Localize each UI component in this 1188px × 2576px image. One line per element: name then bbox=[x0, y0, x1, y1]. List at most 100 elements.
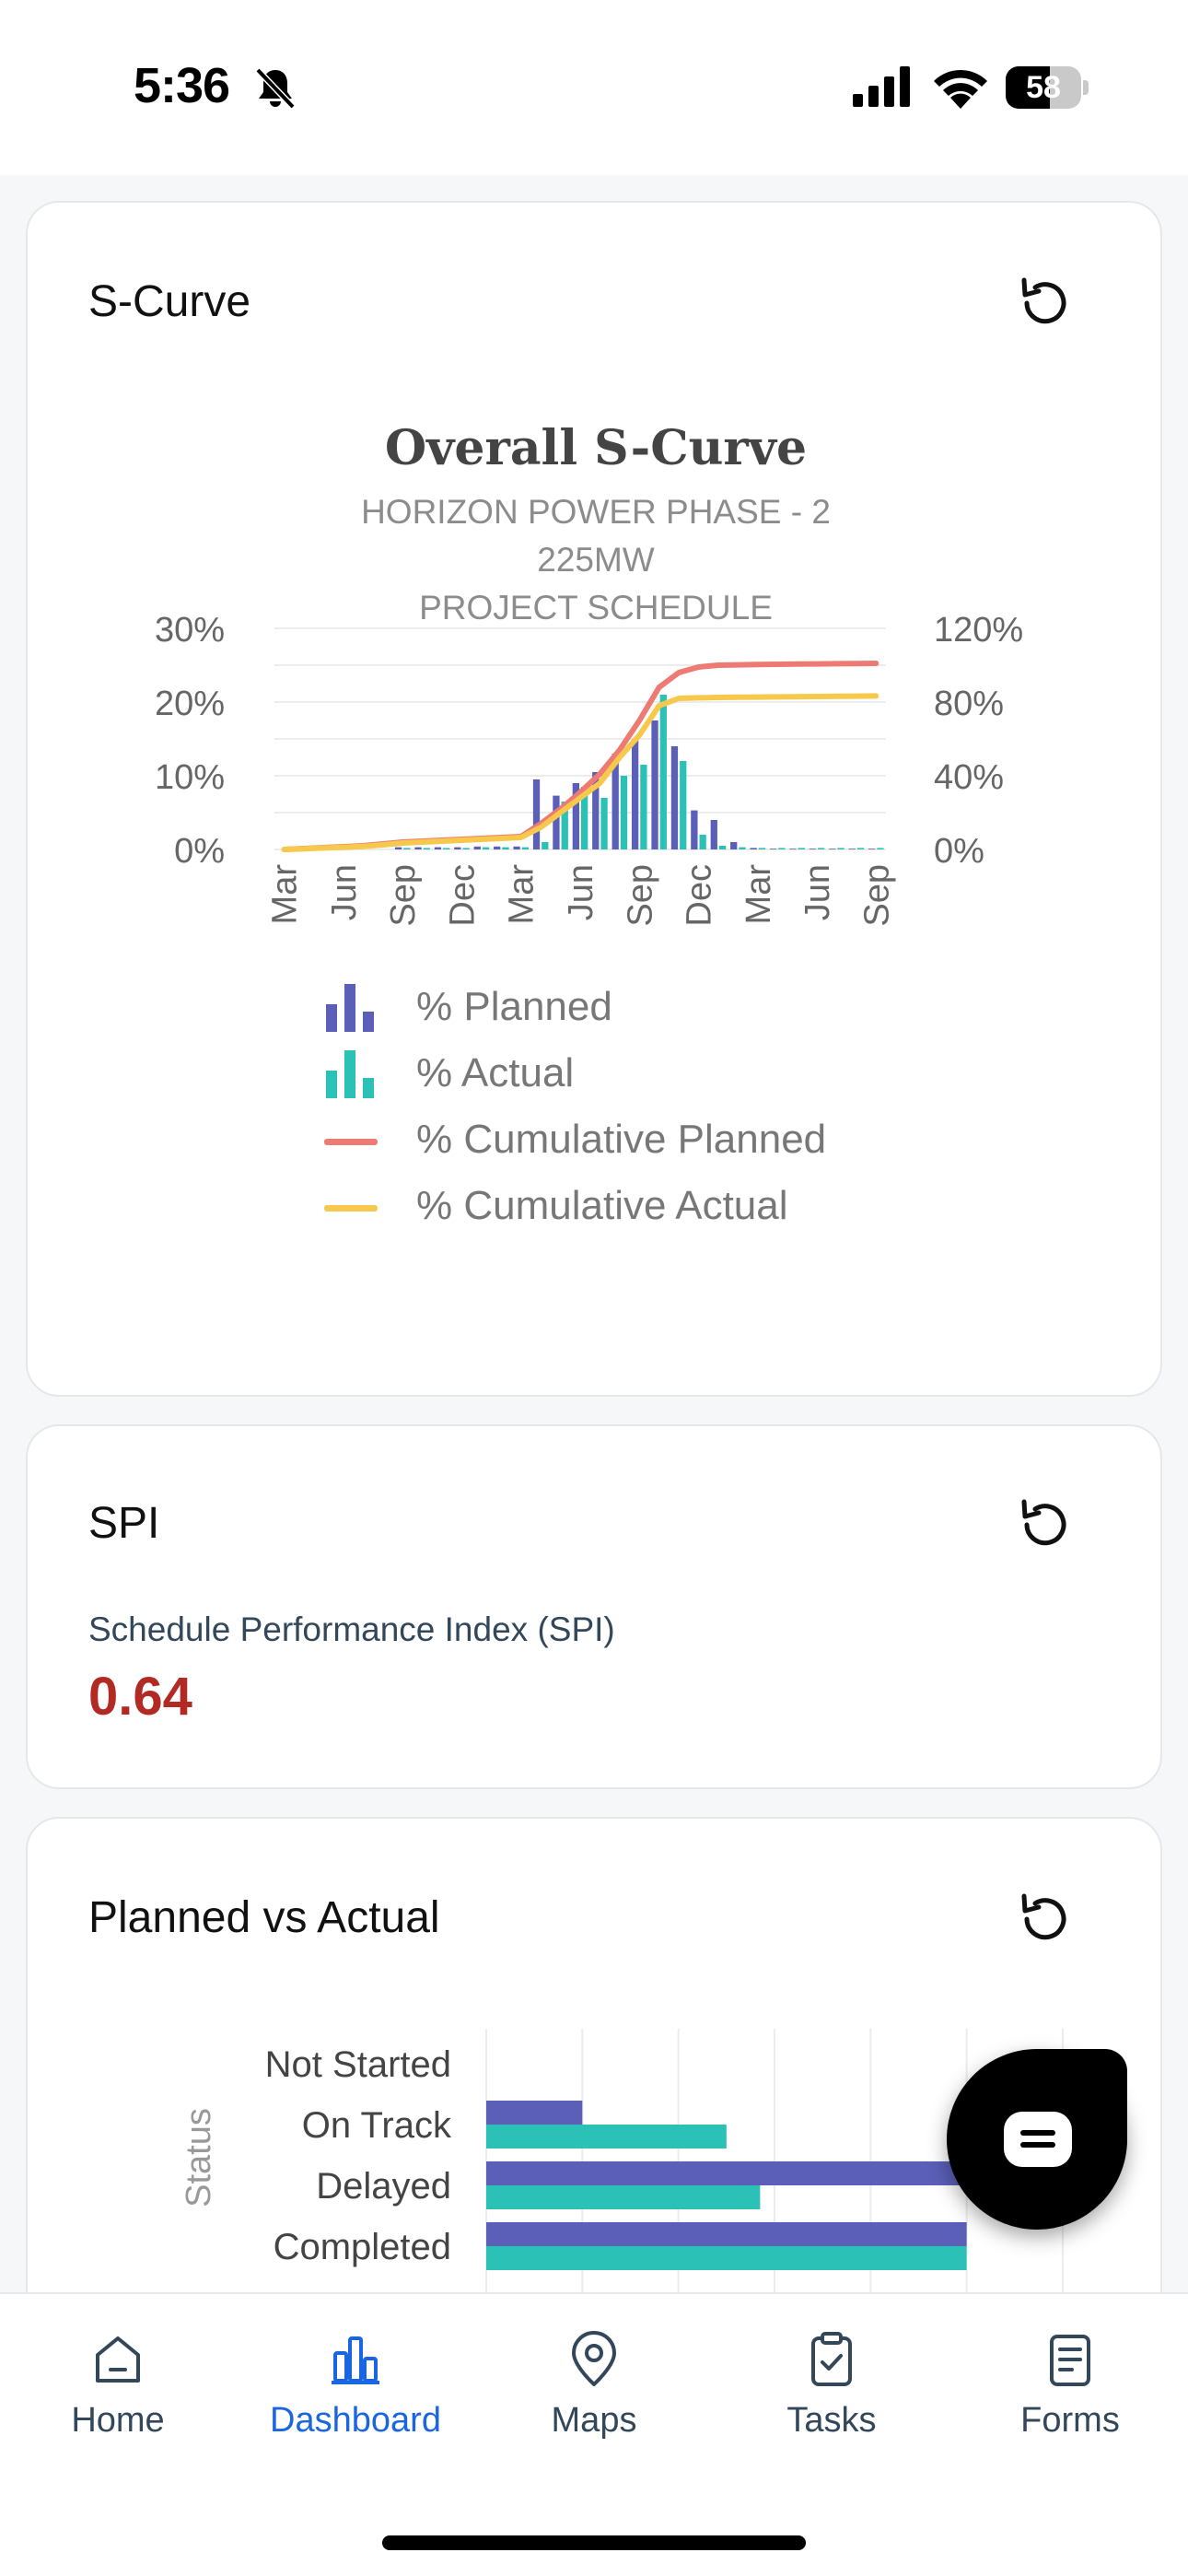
spi-value: 0.64 bbox=[88, 1667, 192, 1727]
status-bar: 5:36 58 bbox=[0, 0, 1188, 175]
bar-planned bbox=[513, 846, 520, 849]
y-left-tick-label: 30% bbox=[155, 611, 225, 650]
dashboard-icon bbox=[332, 2336, 379, 2384]
bar-planned bbox=[394, 847, 402, 849]
bar-swatch-icon bbox=[326, 1050, 374, 1098]
x-tick-label: Mar bbox=[503, 864, 542, 925]
s-curve-card: S-Curve Overall S-Curve HORIZON POWER PH… bbox=[26, 201, 1162, 1397]
bar-actual bbox=[818, 848, 825, 849]
tab-forms[interactable]: Forms bbox=[969, 2331, 1171, 2460]
bar-planned bbox=[532, 779, 541, 849]
bar-actual bbox=[837, 848, 844, 849]
s-curve-card-title: S-Curve bbox=[88, 277, 251, 326]
y-right-tick-label: 80% bbox=[934, 685, 1004, 723]
bar-planned bbox=[486, 2222, 967, 2246]
bar-planned bbox=[434, 847, 442, 849]
bar-planned bbox=[611, 754, 619, 849]
battery-indicator: 58 bbox=[1006, 66, 1089, 109]
bar-actual bbox=[739, 847, 746, 849]
bar-planned bbox=[454, 847, 461, 849]
bar-actual bbox=[640, 765, 647, 849]
wifi-icon bbox=[934, 69, 987, 109]
spi-card-title: SPI bbox=[88, 1499, 160, 1548]
bar-actual bbox=[521, 847, 530, 849]
y-right-tick-label: 120% bbox=[934, 611, 1023, 650]
chart-subtitle: HORIZON POWER PHASE - 2 225MW PROJECT SC… bbox=[361, 493, 831, 626]
bar-planned bbox=[494, 846, 501, 849]
bar-actual bbox=[482, 847, 490, 849]
bar-planned bbox=[710, 820, 717, 849]
bar-actual bbox=[486, 2125, 727, 2149]
x-tick-label: Jun bbox=[325, 864, 364, 920]
status-time: 5:36 bbox=[134, 58, 230, 113]
bar-actual bbox=[798, 848, 805, 849]
bar-actual bbox=[600, 798, 608, 849]
spi-label: Schedule Performance Index (SPI) bbox=[88, 1610, 615, 1648]
refresh-icon[interactable] bbox=[1013, 1493, 1077, 1557]
chat-icon[interactable] bbox=[1002, 2110, 1074, 2169]
bar-actual bbox=[486, 2185, 761, 2209]
y-left-tick-label: 0% bbox=[174, 832, 225, 871]
bar-planned bbox=[730, 842, 738, 849]
bar-planned bbox=[691, 810, 698, 849]
bar-actual bbox=[462, 848, 470, 849]
bar-swatch-icon bbox=[326, 984, 374, 1032]
x-tick-label: Sep bbox=[384, 864, 423, 927]
line-cumulative-actual bbox=[281, 693, 879, 852]
y-right-tick-label: 0% bbox=[934, 832, 984, 871]
bar-planned bbox=[750, 848, 757, 849]
y-left-tick-label: 20% bbox=[155, 685, 225, 723]
bar-actual bbox=[581, 787, 588, 849]
bar-planned bbox=[651, 720, 658, 849]
bar-actual bbox=[718, 846, 727, 849]
line-swatch-icon bbox=[324, 1139, 378, 1145]
bar-actual bbox=[699, 835, 706, 849]
battery-level: 58 bbox=[1026, 70, 1061, 105]
cellular-signal-icon bbox=[853, 66, 910, 107]
bar-actual bbox=[561, 802, 568, 849]
bar-actual bbox=[659, 695, 667, 849]
category-label: Completed bbox=[274, 2227, 451, 2267]
line-cumulative-planned bbox=[281, 661, 879, 852]
spi-card: SPI Schedule Performance Index (SPI) 0.6… bbox=[26, 1424, 1162, 1789]
x-tick-label: Jun bbox=[562, 864, 600, 920]
tab-maps[interactable]: Maps bbox=[493, 2331, 695, 2460]
forms-icon bbox=[1050, 2335, 1090, 2386]
refresh-icon[interactable] bbox=[1013, 271, 1077, 335]
planned-vs-actual-title: Planned vs Actual bbox=[88, 1893, 440, 1942]
bar-actual bbox=[443, 848, 450, 849]
home-indicator bbox=[382, 2535, 806, 2550]
category-label: On Track bbox=[302, 2105, 452, 2146]
x-tick-label: Sep bbox=[621, 864, 659, 927]
map-pin-icon bbox=[572, 2331, 616, 2386]
x-tick-label: Dec bbox=[443, 864, 482, 927]
bar-planned bbox=[572, 783, 579, 849]
bar-planned bbox=[486, 2161, 967, 2185]
tab-dashboard[interactable]: Dashboard bbox=[254, 2331, 457, 2460]
bell-muted-icon bbox=[255, 67, 296, 109]
home-icon bbox=[96, 2336, 140, 2383]
bar-actual bbox=[423, 848, 430, 849]
bar-planned bbox=[670, 746, 679, 849]
bar-planned bbox=[592, 772, 600, 849]
x-tick-label: Mar bbox=[740, 864, 778, 925]
bar-actual bbox=[758, 848, 766, 849]
y-right-tick-label: 40% bbox=[934, 758, 1004, 797]
bar-planned bbox=[631, 739, 639, 849]
refresh-icon[interactable] bbox=[1013, 1887, 1077, 1951]
tab-home[interactable]: Home bbox=[17, 2331, 219, 2460]
bar-actual bbox=[680, 761, 687, 849]
bar-actual bbox=[486, 2246, 967, 2270]
line-swatch-icon bbox=[324, 1205, 378, 1212]
bar-actual bbox=[502, 847, 509, 849]
tasks-icon bbox=[811, 2332, 852, 2386]
category-label: Delayed bbox=[316, 2166, 451, 2207]
x-tick-label: Sep bbox=[857, 864, 896, 927]
y-left-tick-label: 10% bbox=[155, 758, 225, 797]
bar-actual bbox=[856, 848, 865, 849]
bar-planned bbox=[414, 847, 422, 849]
bar-planned bbox=[473, 846, 481, 849]
bar-actual bbox=[403, 848, 411, 849]
tab-tasks[interactable]: Tasks bbox=[730, 2331, 933, 2460]
y-axis-label: Status bbox=[180, 2108, 218, 2207]
